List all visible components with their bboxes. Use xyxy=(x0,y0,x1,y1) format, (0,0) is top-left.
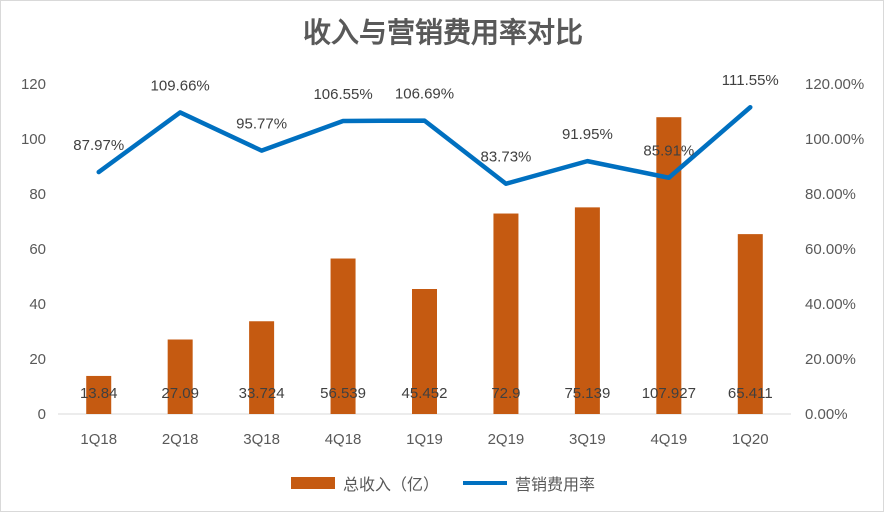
x-tick-label: 1Q20 xyxy=(732,431,769,448)
y-left-tick-label: 20 xyxy=(29,351,46,368)
bar-label-1Q18: 13.84 xyxy=(80,385,118,402)
line-label-1Q20: 111.55% xyxy=(722,72,779,89)
x-tick-label: 4Q18 xyxy=(325,431,362,448)
x-tick-label: 2Q18 xyxy=(162,431,199,448)
bar-1Q19 xyxy=(412,289,437,414)
y-left-tick-label: 40 xyxy=(29,296,46,313)
line-label-1Q18: 87.97% xyxy=(73,137,124,154)
y-left-tick-label: 60 xyxy=(29,241,46,258)
line-data-labels: 87.97% 109.66% 95.77% 106.55% 106.69% 83.73% 9… xyxy=(73,72,778,166)
right-axis-ticks: 0.00% 20.00% 40.00% 60.00% 80.00% 100.00% 120.… xyxy=(805,76,864,423)
line-label-3Q19: 91.95% xyxy=(562,126,613,143)
x-tick-label: 4Q19 xyxy=(650,431,687,448)
y-left-tick-label: 0 xyxy=(38,406,46,423)
line-label-2Q19: 83.73% xyxy=(481,149,532,166)
y-right-tick-label: 20.00% xyxy=(805,351,856,368)
y-left-tick-label: 80 xyxy=(29,186,46,203)
y-right-tick-label: 60.00% xyxy=(805,241,856,258)
y-left-tick-label: 100 xyxy=(21,131,46,148)
bar-label-2Q18: 27.09 xyxy=(161,385,199,402)
line-label-3Q18: 95.77% xyxy=(236,116,287,133)
y-right-tick-label: 80.00% xyxy=(805,186,856,203)
y-right-tick-label: 100.00% xyxy=(805,131,864,148)
line-label-4Q18: 106.55% xyxy=(313,86,372,103)
bar-2Q19 xyxy=(493,213,519,414)
left-axis-ticks: 0 20 40 60 80 100 120 xyxy=(21,76,46,423)
x-axis-ticks: 1Q18 2Q18 3Q18 4Q18 1Q19 2Q19 3Q19 4Q19 1Q20 xyxy=(80,431,768,448)
x-tick-label: 3Q18 xyxy=(243,431,280,448)
legend-item-marketing-rate: 营销费用率 xyxy=(463,471,595,495)
bar-data-labels: 13.84 27.09 33.724 56.539 45.452 72.9 75.139 10… xyxy=(80,385,773,402)
bar-1Q18 xyxy=(86,375,112,414)
bar-4Q19 xyxy=(656,117,682,415)
legend-swatch-line xyxy=(463,481,507,485)
x-tick-label: 1Q18 xyxy=(80,431,117,448)
legend-label-revenue: 总收入（亿） xyxy=(342,475,439,494)
line-label-4Q19: 85.91% xyxy=(643,143,694,160)
legend-swatch-bar xyxy=(290,477,335,489)
line-series xyxy=(96,104,753,186)
y-right-tick-label: 120.00% xyxy=(805,76,864,93)
y-right-tick-label: 0.00% xyxy=(805,406,848,423)
bar-3Q18 xyxy=(249,321,275,414)
y-right-tick-label: 40.00% xyxy=(805,296,856,313)
legend-item-revenue: 总收入（亿） xyxy=(290,471,439,495)
bar-2Q18 xyxy=(167,339,193,414)
bar-label-1Q19: 45.452 xyxy=(402,385,448,402)
bar-4Q18 xyxy=(330,258,356,414)
bar-1Q20 xyxy=(737,234,763,414)
x-tick-label: 2Q19 xyxy=(488,431,525,448)
y-left-tick-label: 120 xyxy=(21,76,46,93)
bar-3Q19 xyxy=(574,207,600,414)
bar-label-4Q18: 56.539 xyxy=(320,385,366,402)
x-tick-label: 3Q19 xyxy=(569,431,606,448)
legend-label-marketing-rate: 营销费用率 xyxy=(515,475,596,494)
bar-series xyxy=(86,117,763,415)
bar-label-4Q19: 107.927 xyxy=(642,385,696,402)
bar-label-3Q18: 33.724 xyxy=(239,385,285,402)
line-marketing-rate xyxy=(96,104,753,186)
bar-label-3Q19: 75.139 xyxy=(564,385,610,402)
chart-title: 收入与营销费用率对比 xyxy=(302,16,583,49)
line-label-2Q18: 109.66% xyxy=(151,77,210,94)
x-tick-label: 1Q19 xyxy=(406,431,443,448)
legend: 总收入（亿） 营销费用率 xyxy=(1,471,884,495)
line-label-1Q19: 106.69% xyxy=(395,86,454,103)
bar-label-1Q20: 65.411 xyxy=(728,385,773,402)
bar-label-2Q19: 72.9 xyxy=(491,385,520,402)
